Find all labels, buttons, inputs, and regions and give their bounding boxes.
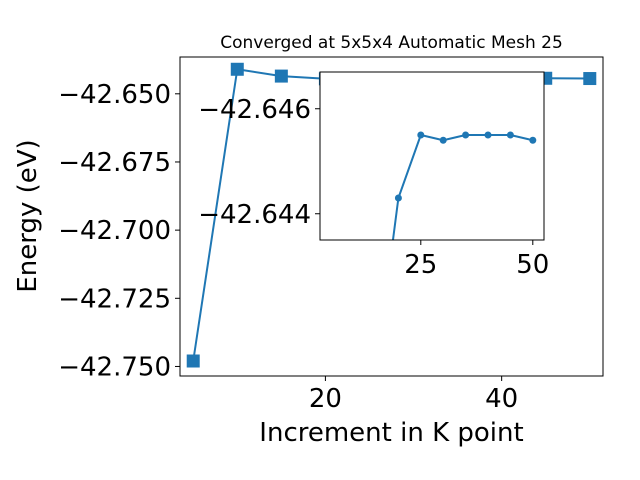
inset-background xyxy=(320,72,544,240)
main-y-tick-label: −42.700 xyxy=(58,216,171,246)
main-data-point xyxy=(230,62,244,76)
main-plot-frame xyxy=(179,56,604,377)
inset-y-tick-label: −42.646 xyxy=(198,95,311,125)
inset-data-point xyxy=(484,131,492,139)
inset-y-tick-label: −42.644 xyxy=(198,200,311,230)
inset-x-tick-label: 50 xyxy=(516,250,549,280)
main-y-ticks: −42.650 −42.675 −42.700 −42.725 −42.750 xyxy=(58,80,180,383)
main-data-point xyxy=(583,72,597,86)
inset-data-point xyxy=(394,194,402,202)
inset-data-point xyxy=(417,131,425,139)
main-y-tick-label: −42.675 xyxy=(58,148,171,178)
main-y-tick-label: −42.725 xyxy=(58,284,171,314)
main-x-tick-label: 20 xyxy=(309,384,342,414)
main-data-point xyxy=(186,354,200,368)
main-x-ticks: 20 40 xyxy=(309,376,518,414)
main-y-tick-label: −42.650 xyxy=(58,80,171,110)
y-axis-label: Energy (eV) xyxy=(13,139,43,292)
inset-data-point xyxy=(373,368,380,375)
inset-data-point xyxy=(529,136,537,144)
chart-title: Converged at 5x5x4 Automatic Mesh 25 xyxy=(220,33,563,53)
inset-x-tick-label: 25 xyxy=(404,250,437,280)
inset-axes: 25 50 −42.646 −42.644 xyxy=(198,71,549,375)
inset-data-point xyxy=(462,131,470,139)
main-y-tick-label: −42.750 xyxy=(58,353,171,383)
inset-x-ticks: 25 50 xyxy=(404,240,549,280)
inset-series xyxy=(373,131,537,375)
main-data-point xyxy=(274,69,288,83)
inset-y-ticks: −42.646 −42.644 xyxy=(198,95,320,230)
inset-data-point xyxy=(439,136,447,144)
inset-plot-frame xyxy=(319,71,545,241)
main-x-tick-label: 40 xyxy=(485,384,518,414)
x-axis-label: Increment in K point xyxy=(259,418,523,448)
inset-data-point xyxy=(506,131,514,139)
inset-series-line xyxy=(391,134,534,240)
